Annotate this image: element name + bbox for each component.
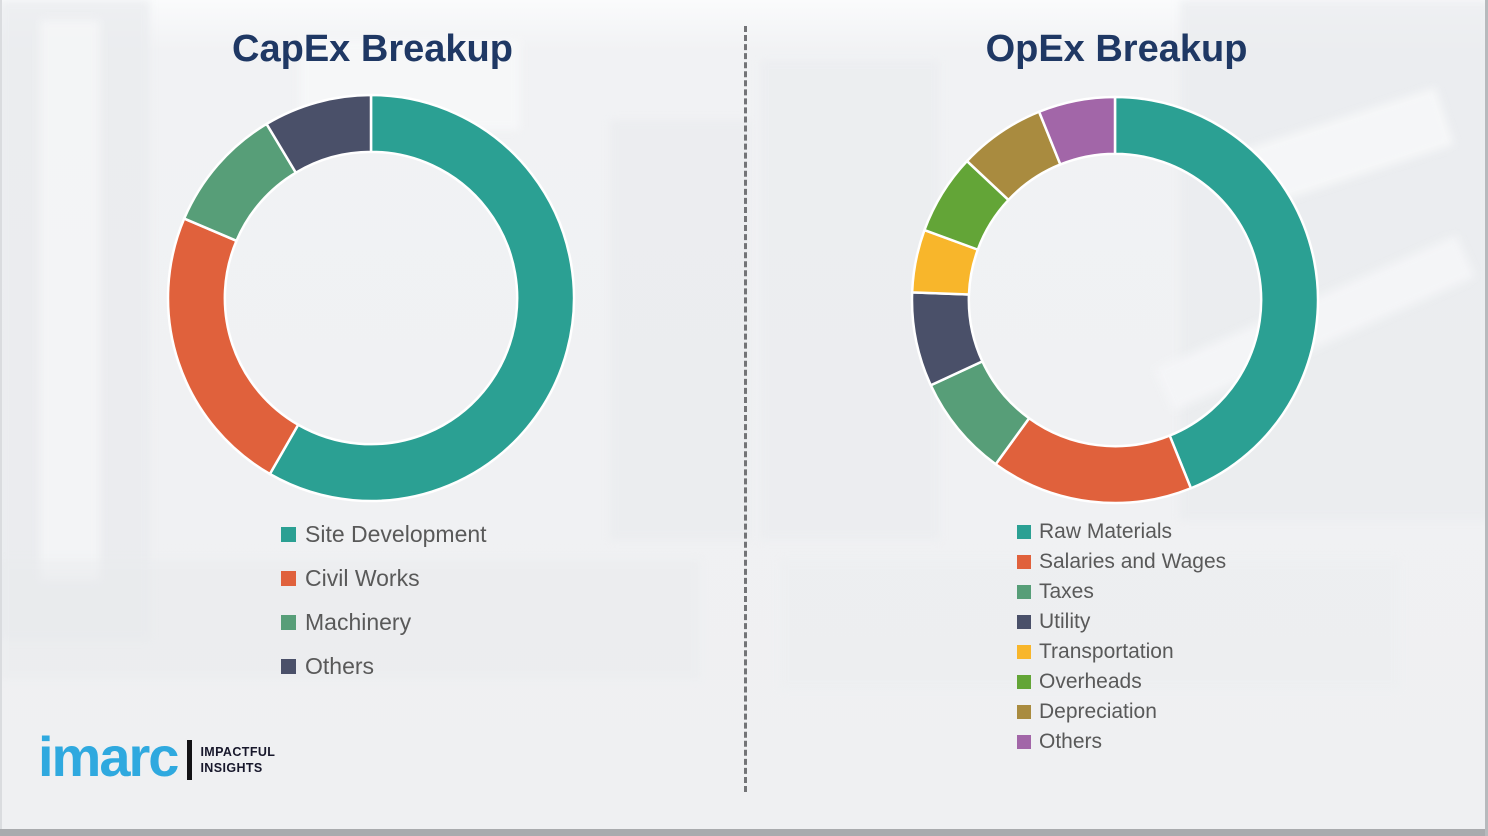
legend-swatch xyxy=(1017,615,1031,629)
opex-legend: Raw Materials Salaries and Wages Taxes Util… xyxy=(1017,517,1226,757)
legend-label: Machinery xyxy=(305,608,412,635)
legend-swatch xyxy=(281,658,296,674)
legend-label: Raw Materials xyxy=(1039,520,1173,543)
vertical-dashed-divider xyxy=(744,26,747,792)
legend-swatch xyxy=(281,570,296,586)
legend-swatch xyxy=(281,526,296,542)
legend-item-others: Others xyxy=(1017,727,1226,757)
imarc-logo-wordmark: imarc xyxy=(38,725,179,788)
legend-swatch xyxy=(281,614,296,630)
donut-chart-svg xyxy=(910,95,1320,505)
donut-segment-site-development xyxy=(268,93,576,503)
legend-swatch xyxy=(1017,705,1031,719)
legend-label: Others xyxy=(1039,730,1103,753)
legend-item-raw-materials: Raw Materials xyxy=(1017,517,1226,547)
donut-chart-svg xyxy=(166,93,576,503)
tagline-line1: IMPACTFUL xyxy=(200,744,276,759)
legend-item-machinery: Machinery xyxy=(281,600,487,644)
donut-segment-civil-works xyxy=(166,217,300,476)
legend-label: Site Development xyxy=(305,520,487,547)
legend-item-transportation: Transportation xyxy=(1017,637,1226,667)
legend-label: Overheads xyxy=(1039,670,1142,693)
legend-swatch xyxy=(1017,585,1031,599)
donut-segment-raw-materials xyxy=(1113,95,1320,490)
donut-segment-others xyxy=(1037,95,1117,166)
legend-label: Utility xyxy=(1039,610,1091,633)
legend-swatch xyxy=(1017,735,1031,749)
bottom-border-bar xyxy=(0,829,1485,836)
legend-swatch xyxy=(1017,555,1031,569)
capex-legend: Site Development Civil Works Machinery Othe… xyxy=(281,512,487,688)
opex-chart-title: OpEx Breakup xyxy=(985,28,1248,70)
legend-label: Salaries and Wages xyxy=(1039,550,1227,573)
legend-label: Transportation xyxy=(1039,640,1174,663)
imarc-logo-tagline: IMPACTFUL INSIGHTS xyxy=(200,744,275,777)
legend-label: Civil Works xyxy=(305,564,420,591)
left-border xyxy=(0,0,2,836)
legend-swatch xyxy=(1017,645,1031,659)
opex-donut-chart xyxy=(910,95,1320,505)
legend-swatch xyxy=(1017,675,1031,689)
legend-label: Others xyxy=(305,652,375,679)
legend-label: Depreciation xyxy=(1039,700,1157,723)
capex-donut-chart xyxy=(166,93,576,503)
tagline-line2: INSIGHTS xyxy=(200,761,263,775)
background-watermark xyxy=(610,120,750,540)
legend-item-taxes: Taxes xyxy=(1017,577,1226,607)
donut-segment-others xyxy=(265,93,373,174)
legend-item-overheads: Overheads xyxy=(1017,667,1226,697)
background-watermark xyxy=(40,20,100,580)
legend-item-utility: Utility xyxy=(1017,607,1226,637)
imarc-logo: imarc IMPACTFUL INSIGHTS xyxy=(38,725,275,788)
legend-item-depreciation: Depreciation xyxy=(1017,697,1226,727)
legend-item-salaries-and-wages: Salaries and Wages xyxy=(1017,547,1226,577)
donut-segment-salaries-and-wages xyxy=(994,416,1193,505)
legend-item-others: Others xyxy=(281,644,487,688)
legend-label: Taxes xyxy=(1039,580,1094,603)
logo-divider-bar xyxy=(187,740,193,780)
legend-item-civil-works: Civil Works xyxy=(281,556,487,600)
legend-swatch xyxy=(1017,525,1031,539)
legend-item-site-development: Site Development xyxy=(281,512,487,556)
background-watermark xyxy=(0,0,150,640)
capex-chart-title: CapEx Breakup xyxy=(232,28,513,70)
